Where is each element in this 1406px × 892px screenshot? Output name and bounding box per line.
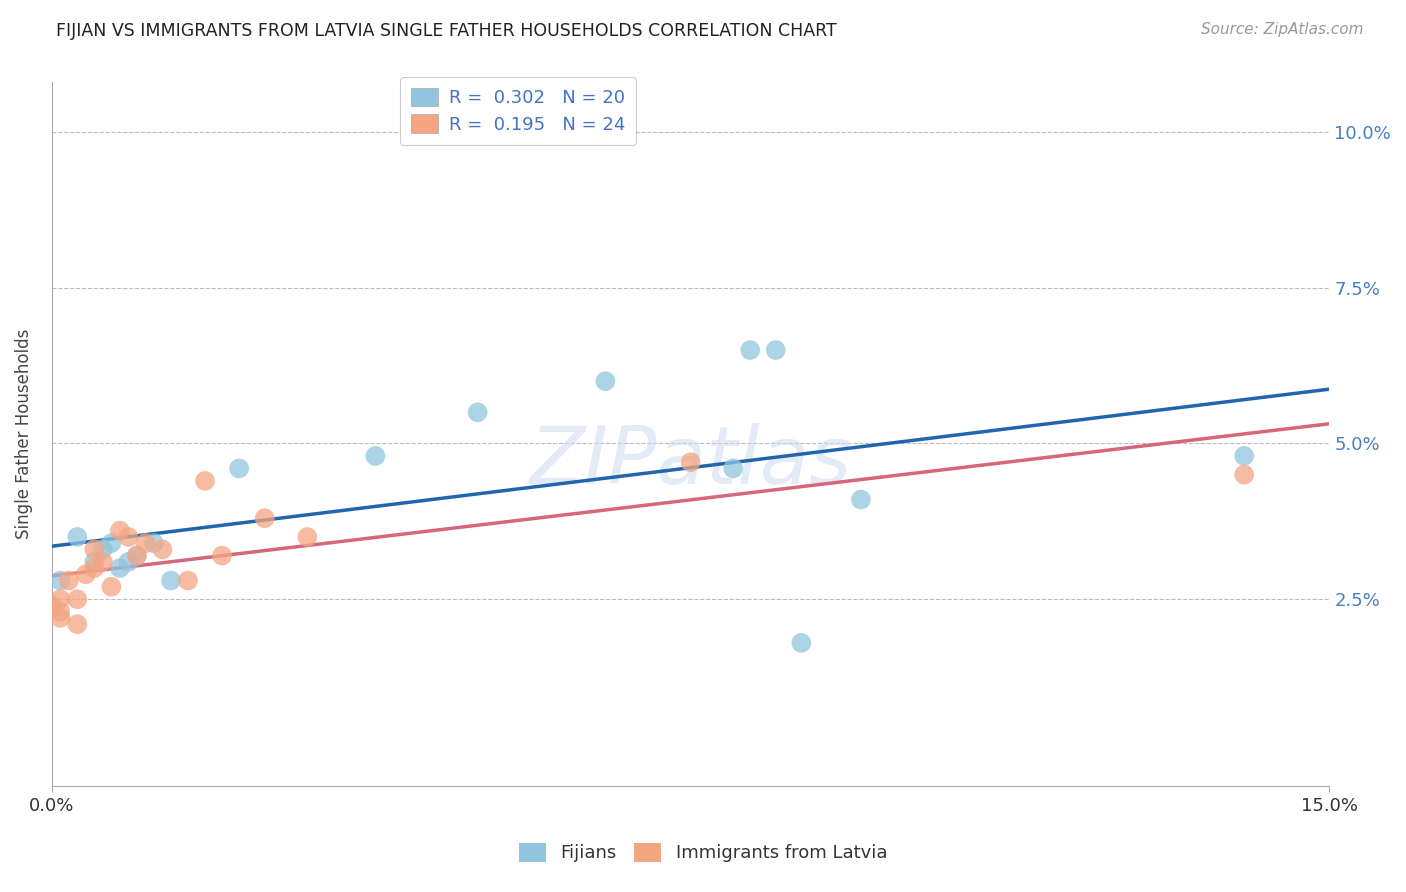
Y-axis label: Single Father Households: Single Father Households [15, 329, 32, 540]
Point [58, 574, 80, 588]
Text: FIJIAN VS IMMIGRANTS FROM LATVIA SINGLE FATHER HOUSEHOLDS CORRELATION CHART: FIJIAN VS IMMIGRANTS FROM LATVIA SINGLE … [56, 22, 837, 40]
Legend: Fijians, Immigrants from Latvia: Fijians, Immigrants from Latvia [512, 836, 894, 870]
Point [117, 555, 139, 569]
Point [91, 542, 114, 557]
Point [467, 405, 489, 419]
Point [849, 492, 872, 507]
Point [253, 511, 276, 525]
Point [125, 549, 148, 563]
Point [49, 574, 72, 588]
Point [66, 592, 89, 607]
Point [177, 574, 200, 588]
Point [100, 580, 122, 594]
Point [143, 536, 166, 550]
Point [83, 561, 105, 575]
Point [721, 461, 744, 475]
Point [49, 605, 72, 619]
Legend: R =  0.302   N = 20, R =  0.195   N = 24: R = 0.302 N = 20, R = 0.195 N = 24 [401, 77, 636, 145]
Point [100, 536, 122, 550]
Point [740, 343, 762, 357]
Point [108, 561, 131, 575]
Point [83, 542, 105, 557]
Point [1233, 449, 1256, 463]
Point [364, 449, 387, 463]
Point [125, 549, 148, 563]
Point [211, 549, 233, 563]
Point [91, 555, 114, 569]
Point [75, 567, 97, 582]
Point [66, 530, 89, 544]
Point [595, 374, 617, 388]
Text: Source: ZipAtlas.com: Source: ZipAtlas.com [1201, 22, 1364, 37]
Point [297, 530, 319, 544]
Point [228, 461, 250, 475]
Point [1233, 467, 1256, 482]
Point [66, 617, 89, 632]
Point [194, 474, 217, 488]
Point [41, 599, 63, 613]
Point [152, 542, 174, 557]
Point [765, 343, 787, 357]
Point [108, 524, 131, 538]
Point [49, 592, 72, 607]
Point [134, 536, 156, 550]
Point [117, 530, 139, 544]
Point [83, 555, 105, 569]
Point [49, 611, 72, 625]
Text: ZIPatlas: ZIPatlas [530, 424, 852, 501]
Point [679, 455, 702, 469]
Point [160, 574, 183, 588]
Point [790, 636, 813, 650]
